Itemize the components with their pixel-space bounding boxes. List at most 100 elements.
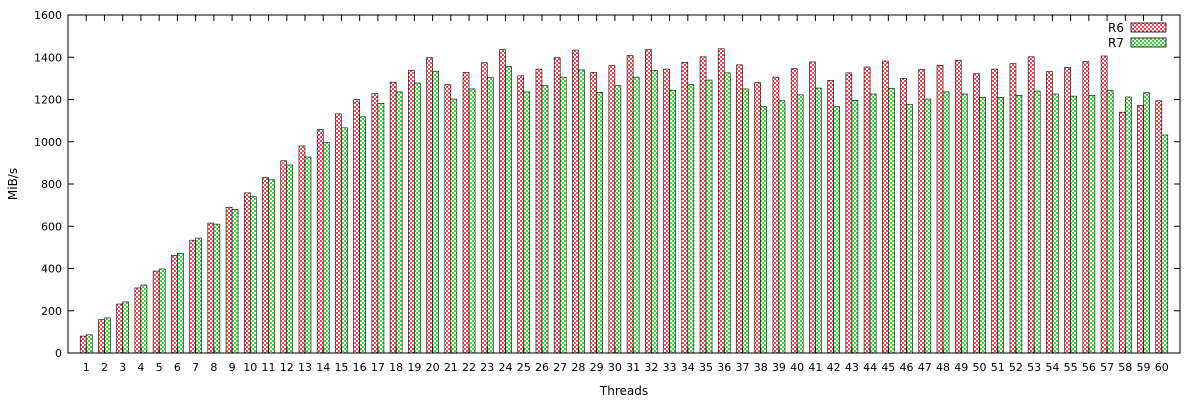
bar-r6-30 [608, 65, 616, 354]
bar-r7-55 [1070, 95, 1077, 354]
x-tick-label: 59 [1137, 361, 1151, 374]
x-tick-label: 9 [229, 361, 236, 374]
bar-r6-53 [1027, 56, 1035, 354]
bar-r7-57 [1106, 89, 1114, 354]
bar-r6-36 [717, 48, 725, 354]
bar-r7-27 [559, 76, 567, 354]
bar-r7-8 [213, 223, 221, 354]
bar-r6-60 [1155, 100, 1163, 354]
bar-r7-38 [760, 106, 768, 354]
x-tick-label: 55 [1064, 361, 1078, 374]
bar-r7-13 [304, 156, 312, 354]
x-tick-label: 28 [571, 361, 585, 374]
bar-r7-5 [158, 268, 166, 354]
bar-r7-25 [523, 91, 531, 354]
x-axis: 1 2 3 4 5 6 7 8 9 10 11 12 13 14 15 16 17 18 19 20 21 22 23 24 2… [83, 15, 1169, 374]
x-tick-label: 8 [210, 361, 217, 374]
bar-r6-44 [863, 66, 871, 354]
bar-r7-21 [450, 98, 458, 354]
bar-r7-35 [705, 79, 713, 354]
bar-r6-57 [1100, 55, 1108, 354]
x-tick-label: 17 [371, 361, 385, 374]
bar-r6-13 [298, 145, 306, 354]
bar-r7-59 [1143, 92, 1150, 354]
bar-r7-48 [942, 91, 950, 354]
bar-r7-26 [541, 85, 549, 354]
x-tick-label: 48 [936, 361, 950, 374]
bar-r7-45 [888, 88, 895, 354]
x-tick-label: 56 [1082, 361, 1096, 374]
bar-r7-28 [578, 69, 585, 354]
bar-r7-11 [268, 179, 275, 354]
bar-r7-58 [1125, 96, 1132, 354]
x-tick-label: 49 [954, 361, 968, 374]
bar-r7-1 [85, 334, 93, 354]
bar-r6-42 [827, 80, 834, 354]
bar-r6-22 [462, 72, 470, 354]
bar-r6-47 [918, 69, 926, 354]
x-tick-label: 26 [535, 361, 549, 374]
bar-r7-19 [414, 82, 421, 354]
bar-r6-54 [1046, 71, 1053, 354]
bar-r7-44 [869, 93, 877, 354]
bar-r6-6 [171, 255, 178, 354]
bar-r7-12 [286, 164, 294, 354]
x-tick-label: 6 [174, 361, 181, 374]
bar-r7-51 [997, 97, 1005, 354]
bar-r7-4 [140, 284, 148, 354]
x-tick-label: 11 [262, 361, 276, 374]
legend-label-r6: R6 [1108, 21, 1124, 35]
bar-r7-42 [833, 106, 840, 354]
x-tick-label: 51 [991, 361, 1005, 374]
legend-label-r7: R7 [1108, 36, 1124, 50]
bar-r7-52 [1015, 94, 1023, 354]
x-tick-label: 44 [863, 361, 877, 374]
bar-r7-49 [960, 93, 968, 354]
x-axis-title: Threads [599, 384, 648, 398]
x-tick-label: 3 [119, 361, 126, 374]
bar-r7-14 [322, 142, 330, 354]
x-tick-label: 42 [827, 361, 841, 374]
bar-r7-3 [122, 301, 130, 354]
bar-r7-24 [505, 66, 512, 354]
bar-r6-1 [79, 335, 87, 354]
x-tick-label: 38 [754, 361, 768, 374]
x-tick-label: 45 [881, 361, 895, 374]
x-tick-label: 22 [462, 361, 476, 374]
y-tick-label: 600 [41, 220, 62, 233]
bar-r6-56 [1082, 61, 1090, 354]
bar-r6-14 [316, 129, 324, 354]
bar-r7-41 [815, 87, 822, 354]
bar-r6-46 [900, 78, 907, 354]
x-tick-label: 15 [334, 361, 348, 374]
x-tick-label: 25 [517, 361, 531, 374]
bar-r7-16 [359, 116, 366, 354]
bar-r6-28 [572, 49, 579, 354]
bar-r6-59 [1137, 105, 1144, 354]
x-tick-label: 16 [353, 361, 367, 374]
bar-r6-41 [809, 61, 816, 354]
x-tick-label: 4 [137, 361, 144, 374]
bar-r6-35 [699, 56, 707, 354]
bar-r6-55 [1064, 67, 1071, 354]
bar-r6-21 [444, 84, 452, 354]
bar-r6-33 [663, 68, 670, 354]
bar-r6-7 [189, 239, 196, 354]
x-tick-label: 54 [1045, 361, 1059, 374]
bar-r7-10 [250, 196, 257, 354]
legend-swatch-r6 [1130, 22, 1167, 33]
bar-r7-18 [395, 91, 403, 354]
bar-r6-37 [736, 64, 743, 354]
x-tick-label: 32 [644, 361, 658, 374]
x-tick-label: 47 [918, 361, 932, 374]
bar-r7-56 [1088, 94, 1096, 354]
x-tick-label: 58 [1118, 361, 1132, 374]
bar-r7-2 [104, 317, 111, 354]
x-tick-label: 34 [681, 361, 695, 374]
y-axis: 0 200 400 600 800 1000 1200 1400 1600 [34, 9, 1180, 360]
bar-r7-50 [979, 97, 986, 354]
bar-r6-48 [936, 64, 944, 354]
x-tick-label: 12 [280, 361, 294, 374]
y-tick-label: 200 [41, 305, 62, 318]
